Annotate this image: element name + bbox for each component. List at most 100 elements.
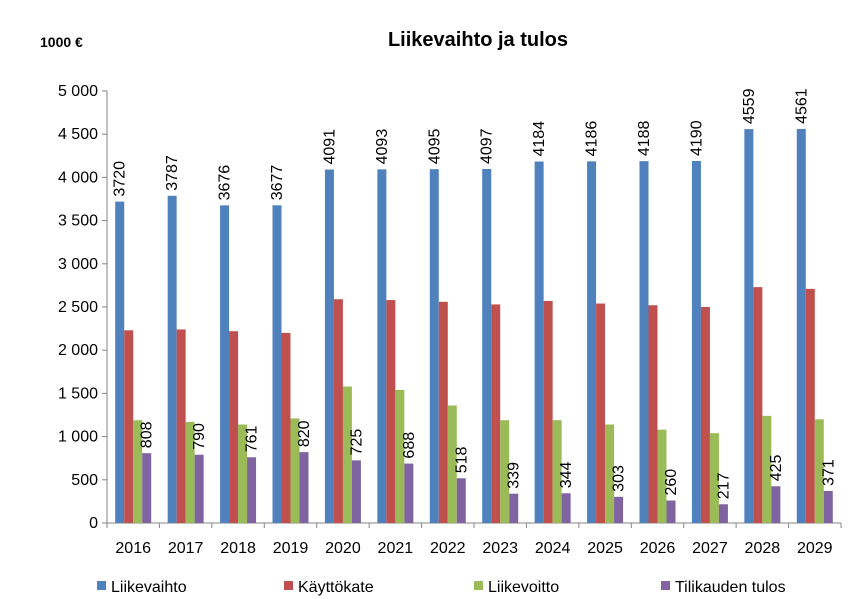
bar-tilikauden-tulos xyxy=(247,457,257,523)
bar-k-ytt-kate xyxy=(386,300,396,523)
y-tick-label: 2 500 xyxy=(58,299,98,316)
bar-liikevaihto xyxy=(377,169,387,523)
legend-swatch-tilikauden-tulos xyxy=(661,581,670,590)
bar-tilikauden-tulos xyxy=(771,486,781,523)
x-tick-label: 2019 xyxy=(273,540,309,557)
bar-k-ytt-kate xyxy=(543,300,553,523)
x-tick-label: 2029 xyxy=(797,540,833,557)
bar-liikevaihto xyxy=(691,160,701,523)
y-tick-label: 500 xyxy=(71,472,98,489)
bar-liikevoitto xyxy=(290,418,300,523)
x-tick-label: 2026 xyxy=(640,540,676,557)
x-axis: 2016 2017 2018 2019 2020 2021 2022 2023 2024 2025… xyxy=(106,522,842,557)
bar-liikevaihto xyxy=(220,205,230,523)
data-label-liikevaihto: 4559 xyxy=(741,88,758,124)
bar-liikevoitto xyxy=(447,405,457,523)
x-tick-label: 2022 xyxy=(430,540,466,557)
data-label-liikevaihto: 4186 xyxy=(584,121,601,157)
data-label-liikevaihto: 4097 xyxy=(479,128,496,164)
y-tick-label: 2 000 xyxy=(58,342,98,359)
y-tick-label: 4 000 xyxy=(58,169,98,186)
x-tick-label: 2016 xyxy=(115,540,151,557)
legend-swatch-liikevaihto xyxy=(97,581,106,590)
data-label-tilikauden-tulos: 808 xyxy=(139,421,156,448)
bar-liikevoitto xyxy=(185,421,195,523)
bar-liikevoitto xyxy=(552,420,562,523)
x-tick-label: 2023 xyxy=(482,540,518,557)
data-label-liikevaihto: 4190 xyxy=(688,120,705,156)
x-tick-label: 2024 xyxy=(535,540,571,557)
legend-label-liikevoitto: Liikevoitto xyxy=(488,579,559,596)
bar-liikevoitto xyxy=(238,424,248,523)
data-label-tilikauden-tulos: 725 xyxy=(348,429,365,456)
bar-liikevoitto xyxy=(500,420,510,523)
bar-k-ytt-kate xyxy=(805,288,815,523)
bar-liikevaihto xyxy=(324,169,334,523)
bar-tilikauden-tulos xyxy=(823,490,833,523)
x-tick-label: 2018 xyxy=(220,540,256,557)
legend-label-k-ytt-kate: Käyttökate xyxy=(298,579,374,596)
data-label-liikevaihto: 4095 xyxy=(426,128,443,164)
bar-liikevaihto xyxy=(115,201,125,524)
bar-tilikauden-tulos xyxy=(666,500,676,523)
data-label-tilikauden-tulos: 303 xyxy=(611,465,628,492)
y-tick-label: 3 500 xyxy=(58,213,98,230)
y-tick-label: 1 000 xyxy=(58,429,98,446)
bar-tilikauden-tulos xyxy=(299,452,309,523)
bar-liikevoitto xyxy=(342,386,352,523)
bar-liikevoitto xyxy=(395,389,405,523)
data-label-liikevaihto: 4561 xyxy=(793,88,810,124)
legend-swatch-liikevoitto xyxy=(474,581,483,590)
data-label-tilikauden-tulos: 344 xyxy=(558,461,575,488)
legend: Liikevaihto Käyttökate Liikevoitto Tilikaud… xyxy=(97,579,786,596)
data-label-tilikauden-tulos: 518 xyxy=(453,446,470,473)
bar-liikevaihto xyxy=(482,169,492,523)
bar-liikevaihto xyxy=(429,169,439,523)
data-label-liikevaihto: 4091 xyxy=(321,129,338,165)
bar-k-ytt-kate xyxy=(648,305,658,523)
data-label-liikevaihto: 3676 xyxy=(217,165,234,201)
data-labels: 3720 3787 3676 3677 4091 4093 4095 4097 4184 4186… xyxy=(112,88,838,499)
bar-tilikauden-tulos xyxy=(509,493,519,523)
data-label-tilikauden-tulos: 688 xyxy=(401,432,418,459)
bar-liikevaihto xyxy=(744,129,754,523)
data-label-tilikauden-tulos: 820 xyxy=(296,420,313,447)
data-label-liikevaihto: 4188 xyxy=(636,120,653,156)
data-label-liikevaihto: 3677 xyxy=(269,165,286,201)
bar-liikevoitto xyxy=(762,415,772,523)
bar-liikevoitto xyxy=(133,420,143,523)
x-tick-label: 2017 xyxy=(168,540,204,557)
data-label-tilikauden-tulos: 339 xyxy=(506,462,523,489)
y-tick-label: 4 500 xyxy=(58,126,98,143)
y-tick-label: 0 xyxy=(89,515,98,532)
data-label-tilikauden-tulos: 790 xyxy=(191,423,208,450)
bar-k-ytt-kate xyxy=(491,304,501,523)
bars xyxy=(115,128,833,524)
unit-label: 1000 € xyxy=(40,34,83,50)
data-label-tilikauden-tulos: 217 xyxy=(715,472,732,499)
bar-liikevaihto xyxy=(639,161,649,523)
bar-liikevoitto xyxy=(605,424,615,523)
bar-k-ytt-kate xyxy=(438,301,448,523)
data-label-tilikauden-tulos: 371 xyxy=(820,459,837,486)
bar-tilikauden-tulos xyxy=(194,454,204,523)
bar-k-ytt-kate xyxy=(124,330,134,523)
y-tick-label: 1 500 xyxy=(58,385,98,402)
data-label-liikevaihto: 4093 xyxy=(374,129,391,165)
bar-liikevoitto xyxy=(657,429,667,523)
bar-liikevaihto xyxy=(534,161,544,524)
y-tick-label: 3 000 xyxy=(58,256,98,273)
bar-liikevoitto xyxy=(814,419,824,523)
x-tick-label: 2027 xyxy=(692,540,728,557)
data-label-tilikauden-tulos: 260 xyxy=(663,469,680,496)
x-tick-label: 2020 xyxy=(325,540,361,557)
data-label-liikevaihto: 3787 xyxy=(164,155,181,191)
bar-tilikauden-tulos xyxy=(142,453,152,523)
bar-liikevoitto xyxy=(709,433,719,523)
y-axis: 0 500 1 000 1 500 2 000 2 500 3 000 3 500 4 000 4… xyxy=(58,83,108,532)
data-label-liikevaihto: 4184 xyxy=(531,121,548,157)
bar-tilikauden-tulos xyxy=(456,478,466,523)
data-label-tilikauden-tulos: 761 xyxy=(244,425,261,452)
bar-tilikauden-tulos xyxy=(351,460,361,523)
